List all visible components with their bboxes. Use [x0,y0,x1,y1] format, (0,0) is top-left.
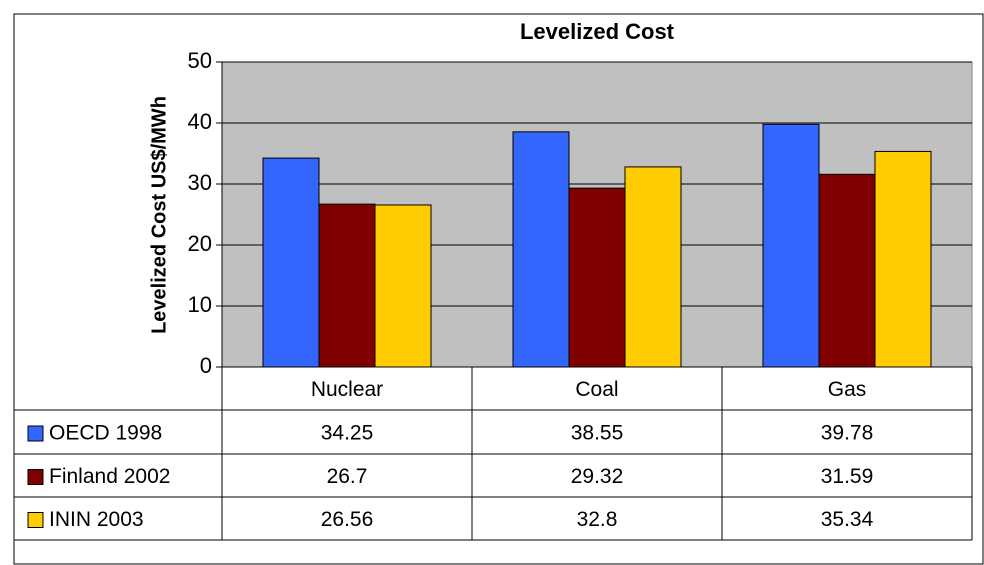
legend-label: OECD 1998 [49,422,162,445]
table-value: 34.25 [321,422,374,445]
y-axis-label: Levelized Cost US$/MWh [148,96,170,334]
table-value: 26.56 [321,508,374,531]
legend-key [27,425,44,442]
bar [318,203,376,368]
table-value: 35.34 [821,508,874,531]
y-tick-label: 20 [188,231,212,256]
bar [762,123,820,368]
legend-label: Finland 2002 [49,465,170,488]
bar [374,204,432,368]
y-tick-label: 50 [188,48,212,73]
x-tick-label: Nuclear [311,378,383,401]
table-value: 39.78 [821,422,874,445]
bar [568,187,626,368]
bar [624,166,682,368]
chart-title: Levelized Cost [520,19,675,44]
table-value: 26.7 [327,465,368,488]
x-tick-label: Coal [575,378,618,401]
y-tick-label: 0 [200,353,212,378]
y-tick-label: 30 [188,170,212,195]
bar [512,131,570,368]
table-value: 31.59 [821,465,874,488]
y-tick-label: 40 [188,109,212,134]
table-value: 32.8 [577,508,618,531]
legend-key [27,469,44,485]
table-value: 38.55 [571,422,624,445]
table-value: 29.32 [571,465,624,488]
bar [262,157,320,368]
bar [818,173,876,368]
legend-key [27,512,44,528]
y-tick-label: 10 [188,292,212,317]
x-tick-label: Gas [828,378,867,401]
legend-label: ININ 2003 [49,508,144,531]
bar [874,150,932,368]
